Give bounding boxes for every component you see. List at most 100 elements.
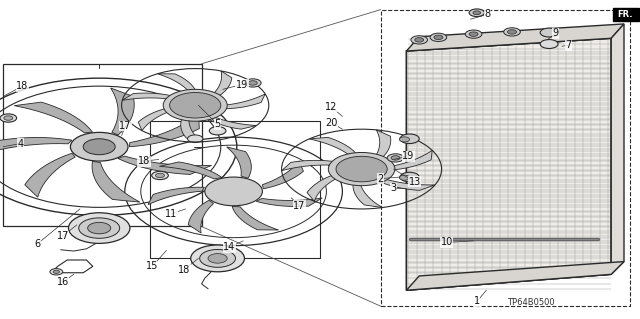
Text: 16: 16 (56, 277, 69, 287)
Polygon shape (206, 116, 257, 129)
Text: 1: 1 (474, 296, 480, 307)
Circle shape (465, 30, 482, 38)
Text: 19: 19 (236, 79, 248, 90)
Circle shape (0, 114, 17, 122)
Text: 14: 14 (223, 242, 236, 252)
Polygon shape (613, 8, 639, 21)
Text: FR.: FR. (618, 10, 633, 19)
Circle shape (88, 222, 111, 234)
Text: 12: 12 (325, 102, 338, 112)
Circle shape (156, 173, 164, 178)
Circle shape (469, 9, 484, 17)
Circle shape (399, 137, 410, 142)
Circle shape (70, 132, 128, 161)
Polygon shape (256, 198, 322, 206)
Text: 7: 7 (565, 40, 572, 50)
Text: 17: 17 (119, 121, 132, 131)
Polygon shape (118, 156, 212, 174)
Polygon shape (376, 178, 435, 190)
Polygon shape (0, 137, 72, 154)
Circle shape (400, 172, 419, 182)
Polygon shape (159, 162, 222, 179)
Polygon shape (309, 137, 358, 156)
Polygon shape (282, 160, 339, 171)
Polygon shape (212, 71, 232, 97)
Text: 18: 18 (138, 156, 150, 166)
Polygon shape (138, 108, 170, 130)
Circle shape (336, 156, 387, 182)
Circle shape (399, 175, 410, 180)
Circle shape (208, 254, 227, 263)
Circle shape (248, 81, 257, 85)
Polygon shape (232, 206, 278, 230)
Polygon shape (406, 38, 611, 290)
Polygon shape (111, 88, 134, 135)
Polygon shape (406, 24, 624, 51)
Circle shape (400, 134, 419, 144)
Circle shape (328, 152, 395, 186)
Polygon shape (180, 117, 202, 142)
Polygon shape (353, 182, 383, 208)
Text: 6: 6 (34, 239, 40, 249)
Text: 11: 11 (165, 209, 178, 219)
Polygon shape (375, 130, 391, 160)
Circle shape (508, 30, 516, 34)
Polygon shape (262, 161, 303, 189)
Polygon shape (129, 115, 199, 147)
Circle shape (391, 156, 400, 160)
Text: 9: 9 (552, 28, 559, 39)
Polygon shape (14, 102, 92, 133)
Circle shape (540, 28, 558, 37)
Polygon shape (388, 150, 432, 170)
Circle shape (170, 93, 221, 118)
Circle shape (53, 270, 60, 273)
Circle shape (244, 79, 261, 87)
Circle shape (473, 11, 481, 15)
Circle shape (163, 89, 227, 121)
Polygon shape (188, 200, 214, 233)
Circle shape (387, 154, 404, 162)
Text: 8: 8 (484, 9, 491, 19)
Text: 4: 4 (17, 138, 24, 149)
Circle shape (434, 35, 443, 40)
Text: 3: 3 (390, 183, 397, 193)
Polygon shape (307, 174, 339, 201)
Circle shape (50, 269, 63, 275)
Polygon shape (25, 153, 75, 197)
Circle shape (4, 116, 13, 120)
Circle shape (191, 245, 244, 272)
Polygon shape (92, 161, 140, 202)
Circle shape (152, 171, 168, 180)
Polygon shape (122, 93, 175, 100)
Circle shape (469, 32, 478, 36)
Circle shape (411, 36, 428, 44)
Text: 13: 13 (408, 177, 421, 187)
Text: 20: 20 (325, 118, 338, 128)
Text: 19: 19 (402, 151, 415, 161)
Circle shape (430, 33, 447, 41)
Circle shape (188, 135, 203, 143)
Circle shape (200, 249, 236, 267)
Text: 17: 17 (56, 231, 69, 241)
Text: 18: 18 (178, 264, 191, 275)
Circle shape (209, 127, 226, 135)
Polygon shape (227, 147, 252, 178)
Polygon shape (157, 74, 196, 92)
Circle shape (415, 38, 424, 42)
Text: 17: 17 (293, 201, 306, 211)
Text: 15: 15 (146, 261, 159, 271)
Circle shape (205, 177, 262, 206)
Text: TP64B0500: TP64B0500 (508, 298, 555, 307)
Text: 10: 10 (440, 237, 453, 248)
Polygon shape (221, 94, 265, 109)
Circle shape (540, 40, 558, 48)
Circle shape (504, 28, 520, 36)
Polygon shape (148, 187, 205, 205)
Text: 5: 5 (214, 119, 221, 130)
Text: 2: 2 (378, 174, 384, 184)
Circle shape (68, 213, 130, 243)
Polygon shape (611, 24, 624, 274)
Polygon shape (406, 262, 624, 290)
Circle shape (83, 139, 115, 155)
Circle shape (79, 218, 120, 238)
